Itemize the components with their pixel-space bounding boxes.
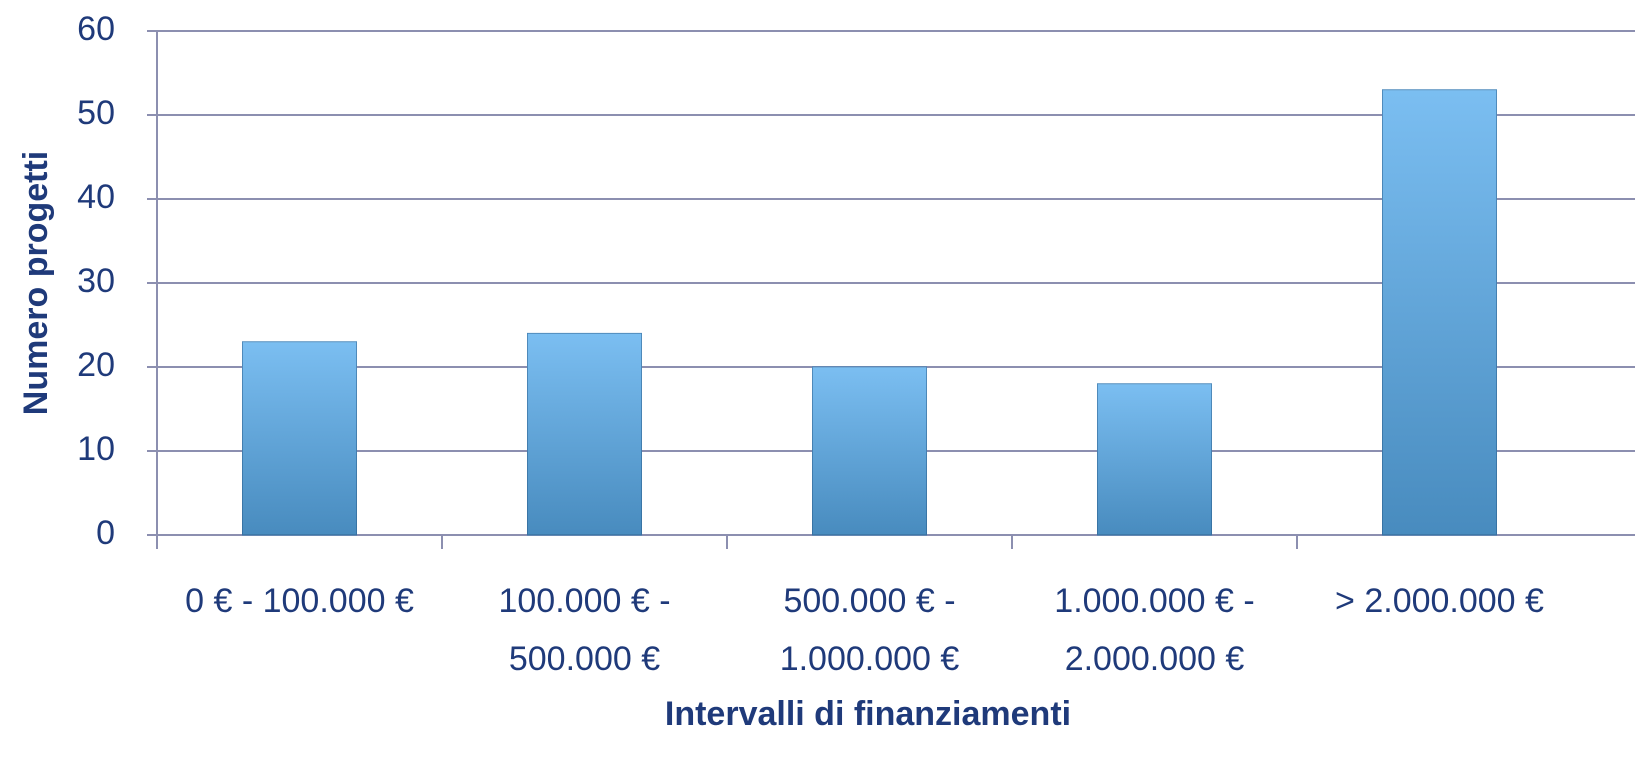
x-tick-label: 1.000.000 € - 2.000.000 €	[1054, 582, 1255, 678]
y-tick-label: 10	[77, 430, 115, 468]
bar-shade	[527, 333, 642, 535]
x-axis-title: Intervalli di finanziamenti	[665, 695, 1071, 733]
y-tick-label: 50	[77, 94, 115, 132]
y-axis-title: Numero progetti	[17, 151, 55, 415]
y-tick-label: 40	[77, 178, 115, 216]
bar-shade	[812, 367, 927, 535]
x-tick-label: 100.000 € - 500.000 €	[498, 582, 671, 678]
y-tick-label: 60	[77, 10, 115, 48]
bar-shade	[1097, 383, 1212, 535]
bar-shade	[1382, 89, 1497, 536]
x-tick-label: 0 € - 100.000 €	[185, 582, 414, 620]
y-tick-label: 20	[77, 346, 115, 384]
y-tick-label: 30	[77, 262, 115, 300]
y-tick-label: 0	[96, 514, 115, 552]
x-tick-label: 500.000 € - 1.000.000 €	[779, 582, 960, 678]
x-tick-label: > 2.000.000 €	[1335, 582, 1544, 620]
bar-shade	[242, 341, 357, 535]
